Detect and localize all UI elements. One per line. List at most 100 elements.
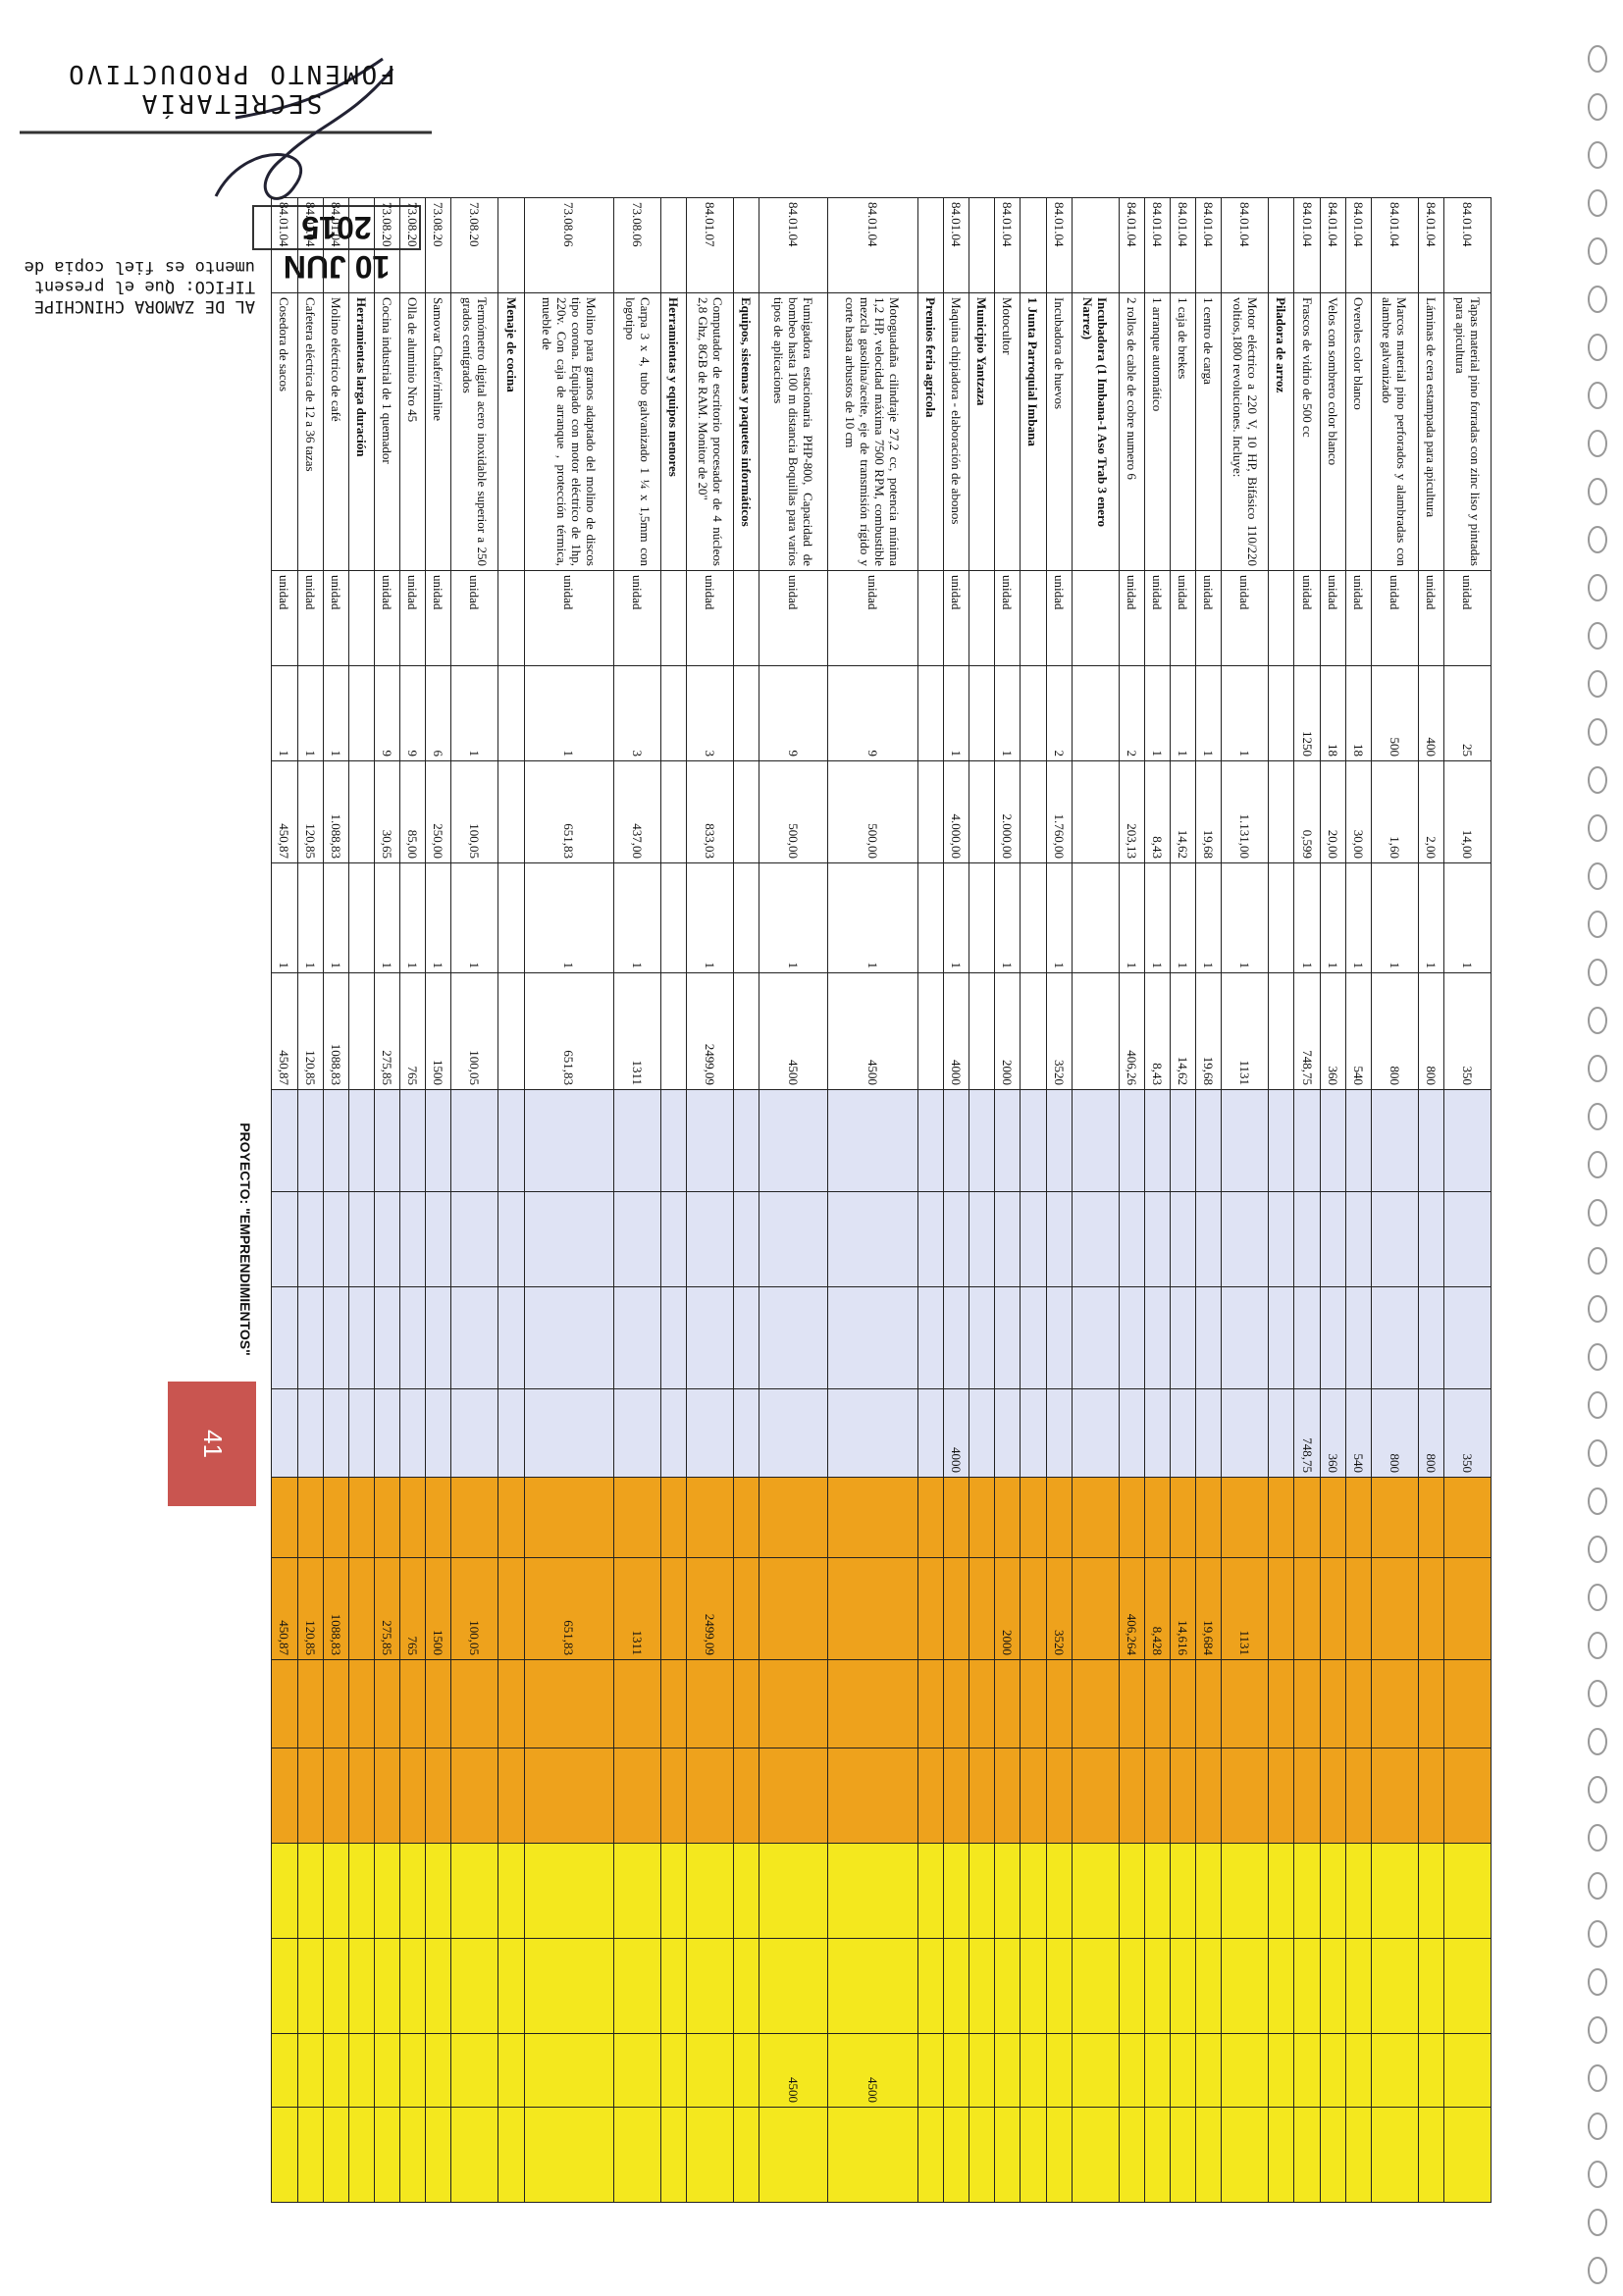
cell: [1072, 570, 1120, 666]
unit: unidad: [1195, 570, 1222, 666]
cell: [348, 1938, 375, 2034]
total: 275,85: [374, 972, 400, 1090]
cell: [660, 1659, 687, 1748]
ring: [1588, 670, 1607, 698]
cell: [969, 1659, 995, 1748]
cell: [733, 1286, 759, 1389]
description: Carpa 3 x 4, tubo galvanizado 1 ¼ x 1,5m…: [613, 292, 661, 571]
cell: [1144, 2107, 1171, 2203]
cell: [1443, 2033, 1492, 2108]
factor: 1: [1221, 862, 1269, 973]
unit: unidad: [297, 570, 324, 666]
cell: [1221, 1089, 1269, 1192]
unit: unidad: [1443, 570, 1492, 666]
cell: [374, 1843, 400, 1939]
orange-value: 275,85: [374, 1557, 400, 1660]
cell: [1046, 1843, 1073, 1939]
unit: unidad: [1119, 570, 1145, 666]
quantity: 1: [1195, 665, 1222, 761]
ring: [1588, 1680, 1607, 1707]
cell: [943, 1843, 969, 1939]
cell: [969, 197, 995, 293]
cell: [1144, 1089, 1171, 1192]
cell: [994, 1938, 1021, 2034]
code: 84.01.04: [1345, 197, 1372, 293]
item-row: 84.01.04 Tapas material pino forradas con…: [1443, 197, 1492, 2203]
cell: [1072, 2033, 1120, 2108]
cell: [1119, 1191, 1145, 1287]
ring: [1588, 1584, 1607, 1611]
cell: [1020, 197, 1047, 293]
cell: [450, 1477, 498, 1558]
orange-value: 19,684: [1195, 1557, 1222, 1660]
cell: [297, 1388, 324, 1478]
quantity: 9: [827, 665, 918, 761]
cell: [1221, 1843, 1269, 1939]
cell: [323, 1286, 349, 1389]
factor: 1: [425, 862, 451, 973]
cell: [969, 1477, 995, 1558]
budget-table: 84.01.04 Tapas material pino forradas con…: [271, 197, 1492, 2203]
cell: [917, 2033, 944, 2108]
cell: [297, 1659, 324, 1748]
cell: [497, 760, 525, 863]
cell: [524, 1938, 614, 2034]
section-title: Herramientas larga duración: [348, 292, 375, 571]
cell: [1046, 1659, 1073, 1748]
cell: [733, 665, 759, 761]
unit: unidad: [613, 570, 661, 666]
factor: 1: [827, 862, 918, 973]
cell: [1320, 2107, 1346, 2203]
cell: [1221, 1191, 1269, 1287]
description: Marcos material pino perforados y alambr…: [1371, 292, 1419, 571]
factor: 1: [271, 862, 298, 973]
cell: [827, 1748, 918, 1844]
cell: [660, 1938, 687, 2034]
total: 2000: [994, 972, 1021, 1090]
cell: [348, 1388, 375, 1478]
cell: [660, 2033, 687, 2108]
cell: [969, 1557, 995, 1660]
cell: [1320, 1557, 1346, 1660]
cell: [1072, 1388, 1120, 1478]
code: 84.01.07: [686, 197, 734, 293]
item-row: 84.01.04 Cosedora de sacos unidad 1 450,87 1 4…: [271, 197, 298, 2203]
cell: [1443, 1089, 1492, 1192]
unit: unidad: [1418, 570, 1444, 666]
cell: [686, 1843, 734, 1939]
ring: [1588, 1872, 1607, 1900]
cell: [686, 1748, 734, 1844]
unit: unidad: [1345, 570, 1372, 666]
quantity: 9: [759, 665, 828, 761]
cell: [994, 1748, 1021, 1844]
code: 73.08.20: [374, 197, 400, 293]
item-row: 84.01.04 Fumigadora estacionaria PHP-800,…: [759, 197, 828, 2203]
cell: [1268, 1938, 1294, 2034]
stamp-line: FOMENTO PRODUCTIVO: [66, 59, 395, 88]
cell: [917, 1089, 944, 1192]
description: Overoles color blanco: [1345, 292, 1372, 571]
section-title: Menaje de cocina: [497, 292, 525, 571]
cell: [1170, 1748, 1196, 1844]
description: Motocultor: [994, 292, 1021, 571]
cell: [1020, 1388, 1047, 1478]
cell: [450, 2033, 498, 2108]
code: 84.01.04: [1418, 197, 1444, 293]
quantity: 1: [1221, 665, 1269, 761]
cell: [323, 1191, 349, 1287]
item-row: 84.01.04 Motor eléctrico a 220 V, 10 HP, …: [1221, 197, 1269, 2203]
cell: [613, 1843, 661, 1939]
cell: [1144, 1938, 1171, 2034]
cell: [969, 1089, 995, 1192]
project-label: PROYECTO: "EMPRENDIMIENTOS": [237, 1122, 253, 1356]
factor: 1: [1345, 862, 1372, 973]
item-row: 84.01.04 Láminas de cera estampada para a…: [1418, 197, 1444, 2203]
ring: [1588, 718, 1607, 746]
cell: [1268, 1191, 1294, 1287]
cell: [994, 1388, 1021, 1478]
ring: [1588, 2257, 1607, 2284]
cell: [827, 1089, 918, 1192]
factor: 1: [1119, 862, 1145, 973]
cell: [1046, 1748, 1073, 1844]
cell: [827, 1286, 918, 1389]
